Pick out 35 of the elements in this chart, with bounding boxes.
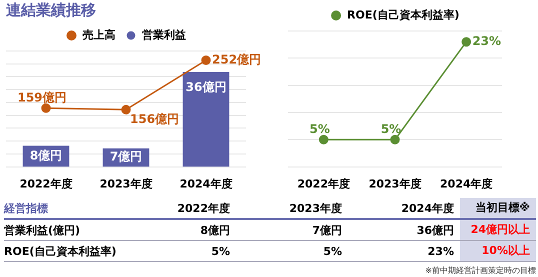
x-tick-label: 2022年度 bbox=[297, 177, 350, 190]
text: 10%以上 bbox=[460, 241, 536, 261]
text: ROE(自己資本利益率) bbox=[4, 244, 118, 258]
text: 5% bbox=[322, 244, 343, 258]
text: 24億円以上 bbox=[460, 220, 536, 240]
data-label: 159億円 bbox=[17, 90, 67, 104]
data-label: 252億円 bbox=[212, 52, 262, 66]
data-label: 36億円 bbox=[186, 80, 226, 94]
data-label: 8億円 bbox=[30, 148, 62, 162]
text: 5% bbox=[210, 244, 231, 258]
text: 2023年度 bbox=[288, 200, 343, 216]
text: 2024年度 bbox=[400, 200, 455, 216]
x-tick-label: 2023年度 bbox=[100, 177, 152, 190]
chart-title: 連結業績推移 bbox=[5, 0, 96, 19]
text: 当初目標※ bbox=[460, 198, 536, 218]
text: 7億円 bbox=[311, 222, 343, 238]
data-label: 5% bbox=[380, 122, 402, 136]
text: 8億円 bbox=[199, 222, 231, 238]
x-tick-label: 2024年度 bbox=[180, 177, 232, 190]
data-label: 23% bbox=[472, 34, 502, 48]
x-tick-label: 2024年度 bbox=[440, 177, 493, 190]
data-label: 156億円 bbox=[130, 112, 180, 126]
text: 36億円 bbox=[416, 222, 455, 238]
text: 2022年度 bbox=[176, 200, 231, 216]
text: ※前中期経営計画策定時の目標 bbox=[424, 265, 536, 276]
text: 営業利益(億円) bbox=[4, 222, 82, 238]
text: 経営指標 bbox=[4, 200, 49, 216]
legend-label: 営業利益 bbox=[142, 28, 186, 42]
x-tick-label: 2022年度 bbox=[20, 177, 72, 190]
text: 23% bbox=[426, 244, 455, 258]
legend-label: 売上高 bbox=[82, 28, 116, 42]
legend-label: ROE(自己資本利益率) bbox=[347, 8, 460, 22]
x-tick-label: 2023年度 bbox=[368, 177, 422, 190]
data-label: 7億円 bbox=[110, 150, 142, 164]
data-label: 5% bbox=[309, 122, 330, 136]
